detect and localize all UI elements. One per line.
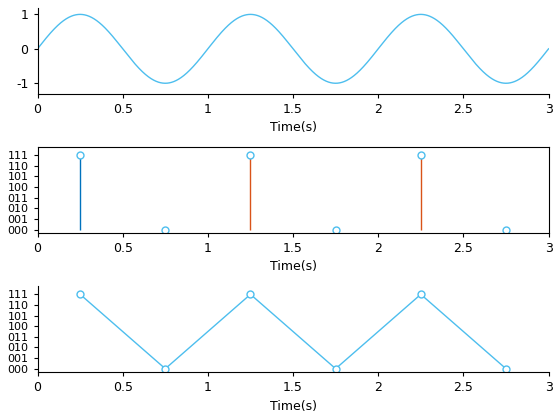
X-axis label: Time(s): Time(s) <box>269 399 316 412</box>
X-axis label: Time(s): Time(s) <box>269 121 316 134</box>
X-axis label: Time(s): Time(s) <box>269 260 316 273</box>
